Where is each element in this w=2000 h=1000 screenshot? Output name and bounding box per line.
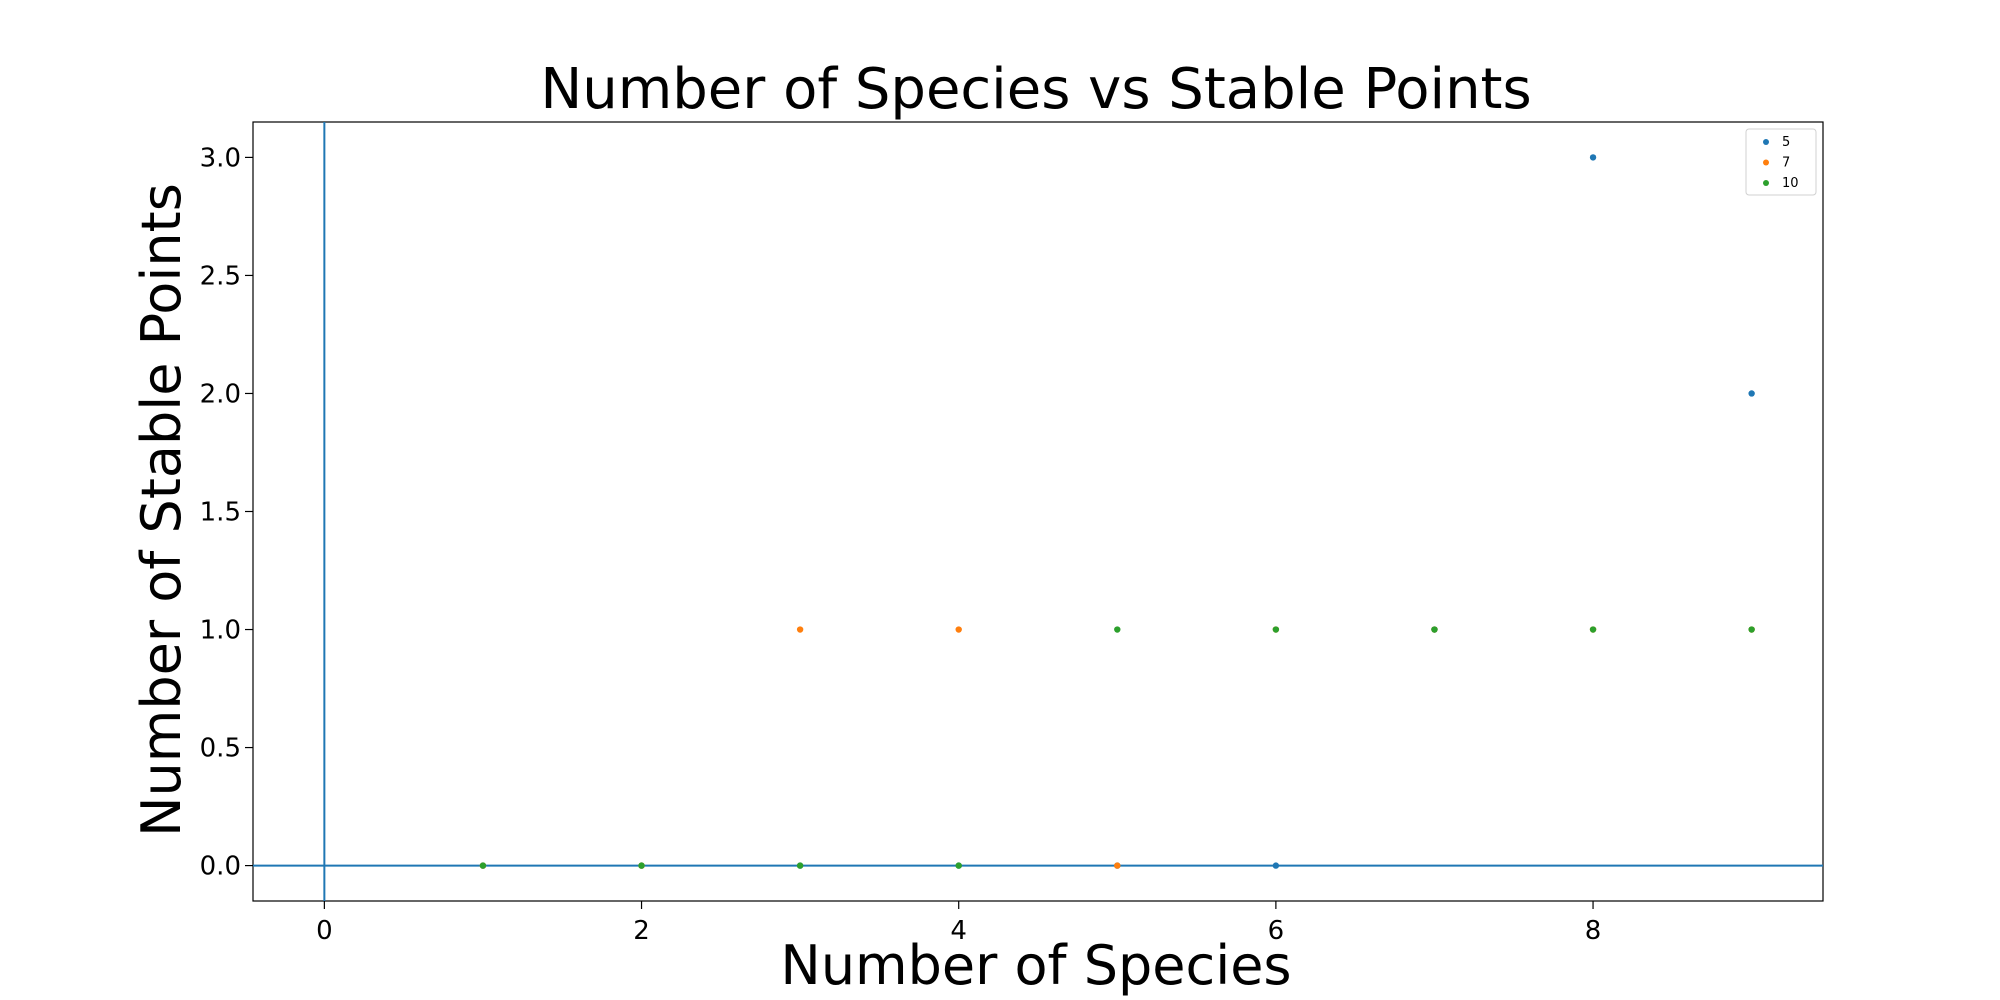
data-point-series-7 bbox=[955, 626, 962, 633]
y-tick-label: 1.0 bbox=[200, 616, 241, 646]
y-tick-label: 2.5 bbox=[200, 261, 241, 291]
legend-label-7: 7 bbox=[1782, 156, 1790, 171]
chart-title: Number of Species vs Stable Points bbox=[540, 57, 1531, 122]
x-tick-label: 0 bbox=[316, 916, 333, 946]
data-point-series-5 bbox=[1272, 862, 1280, 869]
data-point-series-10 bbox=[479, 862, 487, 869]
y-tick-label: 0.0 bbox=[200, 852, 241, 882]
data-point-series-10 bbox=[955, 862, 962, 869]
data-points bbox=[479, 154, 1755, 869]
data-point-series-10 bbox=[796, 862, 804, 869]
reference-lines bbox=[253, 122, 1823, 901]
y-tick-label: 1.5 bbox=[200, 498, 241, 528]
data-point-series-10 bbox=[1431, 626, 1438, 633]
legend-marker-5 bbox=[1763, 139, 1769, 145]
y-tick-label: 3.0 bbox=[200, 143, 241, 173]
data-point-series-10 bbox=[1748, 626, 1755, 633]
x-tick-label: 8 bbox=[1585, 916, 1602, 946]
data-point-series-10 bbox=[638, 862, 645, 869]
data-point-series-10 bbox=[1589, 626, 1597, 633]
legend-label-10: 10 bbox=[1782, 176, 1799, 191]
x-tick-label: 6 bbox=[1268, 916, 1285, 946]
y-tick-label: 0.5 bbox=[200, 734, 241, 764]
x-tick-label: 4 bbox=[950, 916, 967, 946]
data-point-series-10 bbox=[1272, 626, 1280, 633]
legend-marker-7 bbox=[1763, 159, 1769, 166]
y-axis-ticks: 0.0 0.5 1.0 1.5 2.0 2.5 3.0 bbox=[200, 143, 253, 882]
legend: 5 7 10 bbox=[1745, 128, 1817, 196]
data-point-series-5 bbox=[1589, 154, 1597, 161]
y-axis-label: Number of Stable Points bbox=[130, 183, 193, 837]
x-axis-ticks: 0 2 4 6 8 bbox=[316, 901, 1601, 946]
y-tick-label: 2.0 bbox=[200, 379, 241, 409]
legend-label-5: 5 bbox=[1782, 135, 1790, 150]
data-point-series-5 bbox=[1748, 390, 1755, 397]
data-point-series-10 bbox=[1114, 626, 1121, 633]
plot-frame bbox=[252, 121, 1824, 902]
legend-box bbox=[1745, 128, 1817, 196]
data-point-series-7 bbox=[796, 626, 804, 633]
legend-marker-10 bbox=[1763, 180, 1769, 186]
plot-area bbox=[252, 121, 1824, 902]
x-axis-label: Number of Species bbox=[780, 934, 1291, 997]
data-point-series-7 bbox=[1114, 862, 1121, 869]
x-tick-label: 2 bbox=[633, 916, 650, 946]
